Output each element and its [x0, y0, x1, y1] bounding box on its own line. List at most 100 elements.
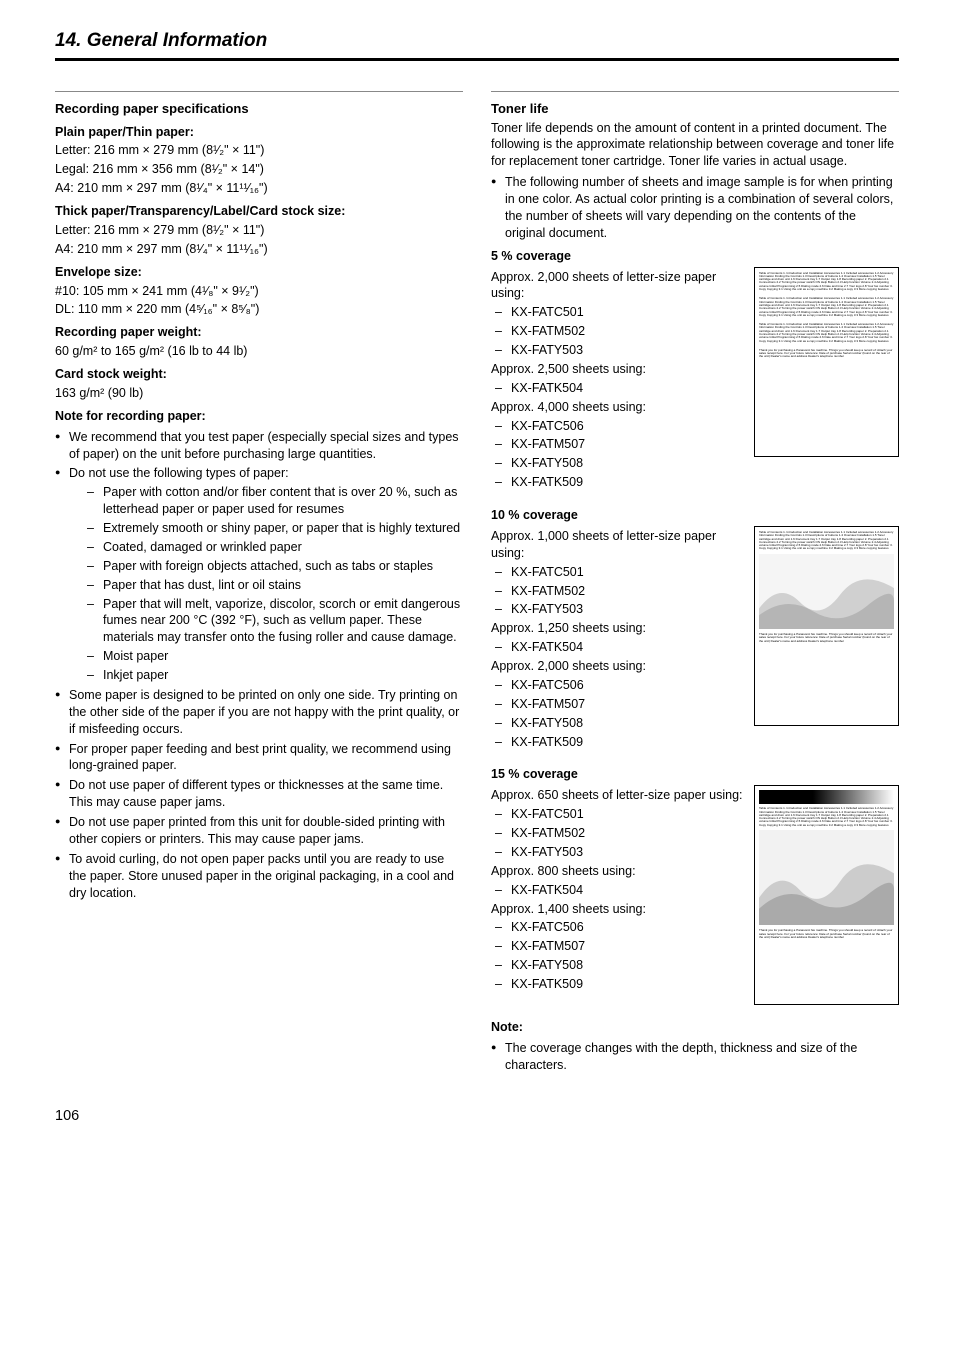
list-item: Paper with cotton and/or fiber content t… — [87, 484, 463, 518]
sample-filler-text: Table of Contents 1. Introduction and In… — [759, 297, 894, 317]
cov5-p3: Approx. 4,000 sheets using: — [491, 399, 744, 416]
list-item: Do not use paper of different types or t… — [55, 777, 463, 811]
list-item: Do not use paper printed from this unit … — [55, 814, 463, 848]
plain-line-1: Letter: 216 mm × 279 mm (8¹⁄₂" × 11") — [55, 142, 463, 159]
list-item: KX-FATY503 — [495, 601, 744, 618]
coverage-15-block: Approx. 650 sheets of letter-size paper … — [491, 785, 899, 1005]
list-item: The coverage changes with the depth, thi… — [491, 1040, 899, 1074]
coverage-10-block: Approx. 1,000 sheets of letter-size pape… — [491, 526, 899, 753]
two-column-layout: Recording paper specifications Plain pap… — [55, 91, 899, 1078]
cov10-p2: Approx. 1,250 sheets using: — [491, 620, 744, 637]
plain-line-2: Legal: 216 mm × 356 mm (8¹⁄₂" × 14") — [55, 161, 463, 178]
cov5-p1: Approx. 2,000 sheets of letter-size pape… — [491, 269, 744, 303]
thick-line-1: Letter: 216 mm × 279 mm (8¹⁄₂" × 11") — [55, 222, 463, 239]
card-weight-title: Card stock weight: — [55, 366, 463, 383]
recording-paper-spec-title: Recording paper specifications — [55, 100, 463, 118]
plain-paper-title: Plain paper/Thin paper: — [55, 124, 463, 141]
toner-info-list: The following number of sheets and image… — [491, 174, 899, 242]
list-item: KX-FATY503 — [495, 844, 744, 861]
model-list: KX-FATC501 KX-FATM502 KX-FATY503 — [495, 304, 744, 359]
list-item: KX-FATM507 — [495, 696, 744, 713]
cov5-p2: Approx. 2,500 sheets using: — [491, 361, 744, 378]
card-line-1: 163 g/m² (90 lb) — [55, 385, 463, 402]
list-item: KX-FATC501 — [495, 564, 744, 581]
sample-filler-text: Table of Contents 1. Introduction and In… — [759, 807, 894, 827]
sample-filler-text: Table of Contents 1. Introduction and In… — [759, 323, 894, 343]
thick-paper-title: Thick paper/Transparency/Label/Card stoc… — [55, 203, 463, 220]
list-item: Paper that will melt, vaporize, discolor… — [87, 596, 463, 647]
list-item: KX-FATM502 — [495, 583, 744, 600]
cov10-p3: Approx. 2,000 sheets using: — [491, 658, 744, 675]
coverage-5-text: Approx. 2,000 sheets of letter-size pape… — [491, 267, 744, 494]
sample-filler-text: Table of Contents 1. Introduction and In… — [759, 272, 894, 292]
coverage-10-sample: Table of Contents 1. Introduction and In… — [754, 526, 899, 726]
list-item: For proper paper feeding and best print … — [55, 741, 463, 775]
cov15-p3: Approx. 1,400 sheets using: — [491, 901, 744, 918]
list-item: Inkjet paper — [87, 667, 463, 684]
sample-thanks-text: Thank you for purchasing a Panasonic fax… — [759, 929, 894, 939]
list-item: KX-FATK504 — [495, 639, 744, 656]
model-list: KX-FATC501 KX-FATM502 KX-FATY503 — [495, 806, 744, 861]
list-item: To avoid curling, do not open paper pack… — [55, 851, 463, 902]
sample-filler-text: Table of Contents 1. Introduction and In… — [759, 531, 894, 551]
list-item: KX-FATY503 — [495, 342, 744, 359]
cov15-p2: Approx. 800 sheets using: — [491, 863, 744, 880]
env-line-1: #10: 105 mm × 241 mm (4¹⁄₈" × 9¹⁄₂") — [55, 283, 463, 300]
list-item: KX-FATK509 — [495, 474, 744, 491]
thick-line-2: A4: 210 mm × 297 mm (8¹⁄₄" × 11¹¹⁄₁₆") — [55, 241, 463, 258]
envelope-title: Envelope size: — [55, 264, 463, 281]
list-item: KX-FATM502 — [495, 825, 744, 842]
sample-thanks-text: Thank you for purchasing a Panasonic fax… — [759, 349, 894, 359]
list-item: KX-FATC506 — [495, 677, 744, 694]
list-item: We recommend that you test paper (especi… — [55, 429, 463, 463]
coverage-5-block: Approx. 2,000 sheets of letter-size pape… — [491, 267, 899, 494]
right-column: Toner life Toner life depends on the amo… — [491, 91, 899, 1078]
list-item: Coated, damaged or wrinkled paper — [87, 539, 463, 556]
note-list: The coverage changes with the depth, thi… — [491, 1040, 899, 1074]
cov10-p1: Approx. 1,000 sheets of letter-size pape… — [491, 528, 744, 562]
toner-life-title: Toner life — [491, 100, 899, 118]
note-paper-list: We recommend that you test paper (especi… — [55, 429, 463, 902]
list-item: KX-FATC506 — [495, 418, 744, 435]
model-list: KX-FATC501 KX-FATM502 KX-FATY503 — [495, 564, 744, 619]
list-item: Do not use the following types of paper:… — [55, 465, 463, 684]
weight-line-1: 60 g/m² to 165 g/m² (16 lb to 44 lb) — [55, 343, 463, 360]
list-item: The following number of sheets and image… — [491, 174, 899, 242]
list-item: KX-FATM507 — [495, 938, 744, 955]
coverage-15-title: 15 % coverage — [491, 766, 899, 783]
coverage-10-text: Approx. 1,000 sheets of letter-size pape… — [491, 526, 744, 753]
list-item: Some paper is designed to be printed on … — [55, 687, 463, 738]
list-item: Paper that has dust, lint or oil stains — [87, 577, 463, 594]
weight-title: Recording paper weight: — [55, 324, 463, 341]
list-item: KX-FATC506 — [495, 919, 744, 936]
left-column: Recording paper specifications Plain pap… — [55, 91, 463, 1078]
sample-thanks-text: Thank you for purchasing a Panasonic fax… — [759, 633, 894, 643]
list-item: Moist paper — [87, 648, 463, 665]
list-item: KX-FATM502 — [495, 323, 744, 340]
model-list: KX-FATK504 — [495, 639, 744, 656]
model-list: KX-FATC506 KX-FATM507 KX-FATY508 KX-FATK… — [495, 677, 744, 751]
list-item: Extremely smooth or shiny paper, or pape… — [87, 520, 463, 537]
coverage-5-sample: Table of Contents 1. Introduction and In… — [754, 267, 899, 457]
list-item: KX-FATK509 — [495, 976, 744, 993]
list-item: KX-FATM507 — [495, 436, 744, 453]
section-header: 14. General Information — [55, 30, 899, 61]
toner-life-paragraph: Toner life depends on the amount of cont… — [491, 120, 899, 171]
gradient-bar-icon — [759, 790, 894, 804]
cov15-p1: Approx. 650 sheets of letter-size paper … — [491, 787, 744, 804]
list-item: KX-FATK509 — [495, 734, 744, 751]
coverage-5-title: 5 % coverage — [491, 248, 899, 265]
sample-image-icon — [759, 554, 894, 629]
list-item: Paper with foreign objects attached, suc… — [87, 558, 463, 575]
list-item: KX-FATC501 — [495, 806, 744, 823]
list-item: KX-FATC501 — [495, 304, 744, 321]
model-list: KX-FATK504 — [495, 380, 744, 397]
plain-line-3: A4: 210 mm × 297 mm (8¹⁄₄" × 11¹¹⁄₁₆") — [55, 180, 463, 197]
list-item-text: Do not use the following types of paper: — [69, 466, 289, 480]
page-number: 106 — [55, 1108, 899, 1124]
list-item: KX-FATK504 — [495, 380, 744, 397]
sub-list: Paper with cotton and/or fiber content t… — [87, 484, 463, 684]
sample-image-icon — [759, 830, 894, 925]
coverage-15-sample: Table of Contents 1. Introduction and In… — [754, 785, 899, 1005]
list-item: KX-FATY508 — [495, 957, 744, 974]
